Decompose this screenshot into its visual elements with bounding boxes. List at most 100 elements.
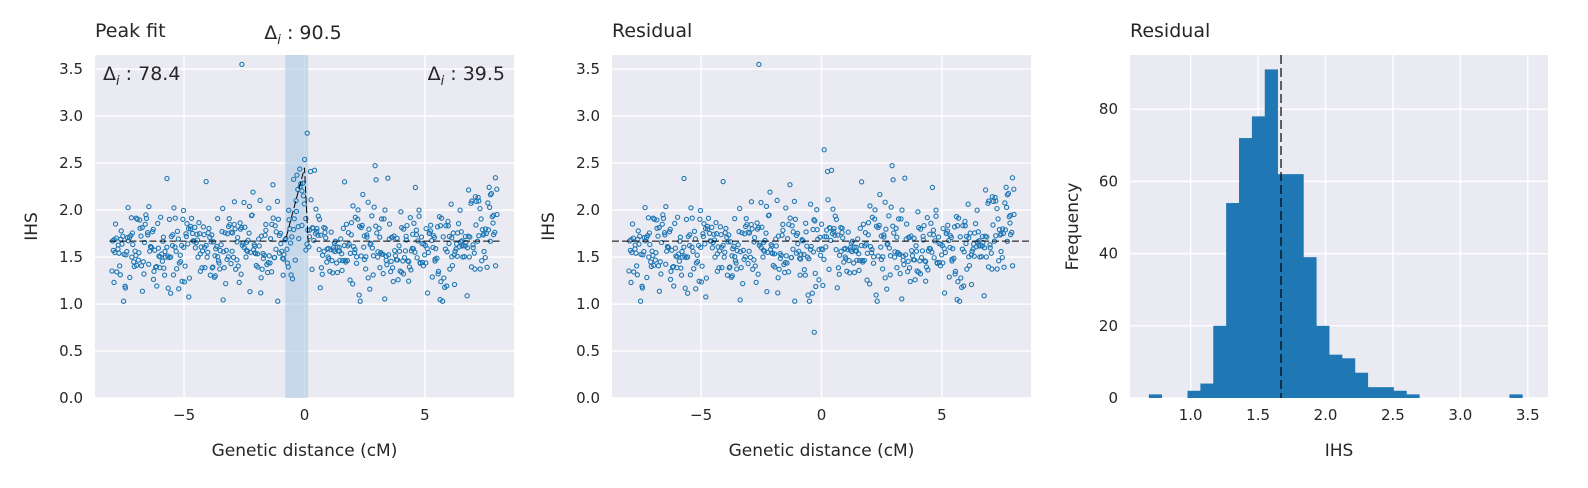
- y-tick-label: 2.0: [576, 201, 600, 219]
- scatter-point: [217, 266, 223, 272]
- x-tick-label: −5: [173, 406, 195, 424]
- scatter-point: [384, 262, 390, 268]
- scatter-point: [492, 229, 498, 236]
- scatter-point: [445, 223, 451, 229]
- scatter-point: [784, 260, 790, 266]
- scatter-point: [340, 225, 346, 231]
- scatter-point: [431, 234, 438, 241]
- scatter-point: [713, 219, 719, 226]
- scatter-point: [745, 260, 751, 267]
- scatter-point: [201, 231, 207, 238]
- scatter-point: [776, 266, 782, 272]
- scatter-point: [845, 229, 851, 235]
- scatter-point: [921, 222, 927, 229]
- scatter-point: [685, 254, 691, 260]
- y-tick-label: 3.0: [576, 107, 600, 125]
- scatter-point: [167, 290, 174, 296]
- scatter-point: [723, 225, 729, 232]
- scatter-point: [739, 230, 745, 236]
- scatter-point: [407, 215, 413, 221]
- scatter-point: [434, 224, 441, 230]
- scatter-point: [421, 252, 428, 258]
- scatter-point: [990, 222, 996, 228]
- scatter-point: [195, 254, 201, 260]
- scatter-point: [293, 198, 299, 204]
- scatter-point: [438, 215, 445, 221]
- scatter-point: [880, 254, 886, 260]
- scatter-point: [751, 234, 758, 241]
- scatter-point: [801, 251, 807, 258]
- y-tick-label: 0.0: [576, 389, 600, 407]
- panel-title: Peak fit: [95, 20, 166, 42]
- scatter-point: [424, 290, 431, 296]
- scatter-point: [185, 241, 191, 247]
- scatter-point: [246, 203, 253, 210]
- scatter-point: [257, 197, 263, 204]
- scatter-point: [144, 230, 151, 236]
- scatter-point: [477, 266, 483, 272]
- scatter-point: [490, 220, 496, 226]
- scatter-point: [1006, 213, 1012, 220]
- scatter-point: [905, 269, 911, 275]
- scatter-point: [223, 247, 230, 254]
- scatter-point: [181, 279, 188, 285]
- y-tick-label: 40: [1099, 245, 1118, 263]
- scatter-point: [188, 215, 195, 221]
- scatter-point: [388, 269, 394, 275]
- scatter-point: [951, 224, 958, 230]
- scatter-point: [703, 294, 709, 300]
- scatter-point: [835, 265, 842, 271]
- scatter-point: [350, 281, 356, 287]
- scatter-point: [119, 241, 125, 247]
- scatter-point: [159, 258, 166, 264]
- scatter-point: [412, 184, 419, 191]
- scatter-point: [675, 251, 682, 257]
- scatter-point: [136, 250, 142, 256]
- scatter-point: [676, 258, 683, 264]
- scatter-point: [919, 248, 926, 254]
- panel-residual-scatter: −5 0 5 0.0 0.5 1.0 1.5 2.0 2.5 3.0 3.5 Residual Ge…: [539, 20, 1031, 461]
- scatter-point: [631, 269, 637, 275]
- scatter-point: [901, 262, 907, 268]
- x-tick-label: −5: [690, 406, 712, 424]
- scatter-point: [316, 216, 323, 223]
- scatter-point: [309, 266, 315, 272]
- scatter-point: [691, 228, 698, 234]
- scatter-point: [886, 245, 892, 251]
- scatter-point: [301, 156, 308, 163]
- scatter-point: [956, 298, 963, 304]
- scatter-point: [731, 243, 737, 250]
- scatter-point: [688, 205, 694, 211]
- scatter-point: [758, 199, 764, 206]
- scatter-point: [341, 179, 348, 185]
- scatter-point: [630, 235, 636, 241]
- scatter-point: [785, 269, 792, 275]
- scatter-point: [455, 221, 462, 227]
- scatter-point: [440, 234, 446, 240]
- scatter-point: [117, 272, 124, 278]
- scatter-point: [772, 264, 778, 270]
- scatter-point: [769, 250, 775, 256]
- scatter-point: [833, 246, 839, 253]
- scatter-point: [658, 239, 665, 246]
- scatter-point: [645, 215, 652, 221]
- scatter-point: [750, 266, 756, 272]
- scatter-point: [401, 226, 407, 232]
- scatter-point: [733, 260, 739, 266]
- scatter-point: [795, 241, 801, 247]
- scatter-point: [311, 167, 318, 173]
- scatter-point: [192, 224, 198, 230]
- scatter-point: [748, 199, 755, 205]
- scatter-point: [329, 270, 336, 276]
- scatter-point: [791, 198, 798, 205]
- histogram-bar: [1239, 138, 1253, 398]
- scatter-point: [792, 298, 798, 304]
- scatter-point: [854, 257, 860, 263]
- scatter-point: [894, 265, 900, 271]
- scatter-point: [788, 254, 795, 261]
- scatter-point: [237, 220, 243, 226]
- tick-labels: −5 0 5 0.0 0.5 1.0 1.5 2.0 2.5 3.0 3.5: [576, 60, 947, 424]
- scatter-point: [256, 236, 262, 242]
- y-axis-label: IHS: [22, 212, 42, 241]
- scatter-point: [149, 229, 156, 235]
